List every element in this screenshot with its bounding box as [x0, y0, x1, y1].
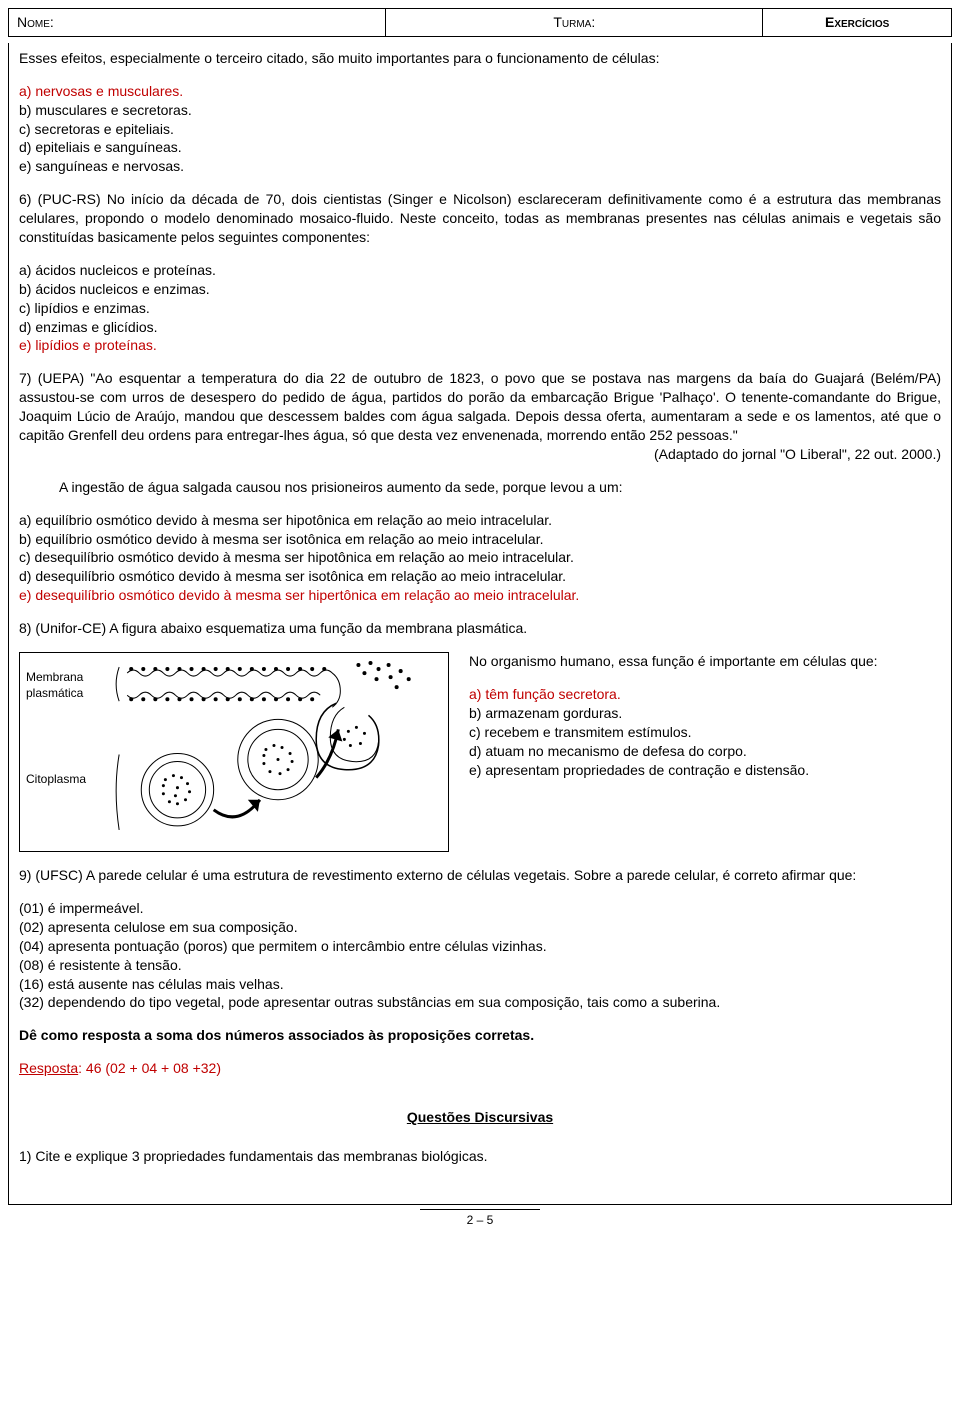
q9-opt-02: (02) apresenta celulose em sua composiçã… [19, 918, 941, 937]
fig-label-membrana: Membrana plasmática [26, 669, 106, 701]
q8-options: No organismo humano, essa função é impor… [469, 652, 941, 852]
q7-opt-e: e) desequilíbrio osmótico devido à mesma… [19, 586, 941, 605]
q9-opt-16: (16) está ausente nas células mais velha… [19, 975, 941, 994]
q5-options: a) nervosas e musculares. b) musculares … [19, 82, 941, 176]
header-table: Nome: Turma: Exercícios [8, 8, 952, 37]
q9-opt-04: (04) apresenta pontuação (poros) que per… [19, 937, 941, 956]
q8-opt-c: c) recebem e transmitem estímulos. [469, 723, 941, 742]
fig-label-citoplasma: Citoplasma [26, 771, 106, 787]
exercicios-label: Exercícios [825, 14, 889, 30]
q7-opt-b: b) equilíbrio osmótico devido à mesma se… [19, 530, 941, 549]
q9-opt-08: (08) é resistente à tensão. [19, 956, 941, 975]
q5-opt-b: b) musculares e secretoras. [19, 101, 941, 120]
q9-response: Resposta: 46 (02 + 04 + 08 +32) [19, 1059, 941, 1078]
section-discursivas: Questões Discursivas [19, 1108, 941, 1127]
q9-options: (01) é impermeável. (02) apresenta celul… [19, 899, 941, 1012]
turma-label: Turma: [553, 14, 595, 30]
q9-opt-32: (32) dependendo do tipo vegetal, pode ap… [19, 993, 941, 1012]
content-frame: Esses efeitos, especialmente o terceiro … [8, 43, 952, 1205]
q6-opt-d: d) enzimas e glicídios. [19, 318, 941, 337]
q6-options: a) ácidos nucleicos e proteínas. b) ácid… [19, 261, 941, 355]
q5-opt-a: a) nervosas e musculares. [19, 82, 941, 101]
q7-options: a) equilíbrio osmótico devido à mesma se… [19, 511, 941, 605]
q8-opt-a: a) têm função secretora. [469, 685, 941, 704]
q5-opt-e: e) sanguíneas e nervosas. [19, 157, 941, 176]
q9-resp-label: Resposta [19, 1060, 78, 1076]
figure-drawing [114, 659, 442, 845]
q5-opt-c: c) secretoras e epiteliais. [19, 120, 941, 139]
q8-figure-row: Membrana plasmática Citoplasma [19, 652, 941, 852]
q9-opt-01: (01) é impermeável. [19, 899, 941, 918]
q7-source: (Adaptado do jornal "O Liberal", 22 out.… [19, 445, 941, 464]
q6-opt-c: c) lipídios e enzimas. [19, 299, 941, 318]
q8-opt-b: b) armazenam gorduras. [469, 704, 941, 723]
header-turma-cell: Turma: [386, 9, 763, 37]
q7-text: 7) (UEPA) "Ao esquentar a temperatura do… [19, 369, 941, 445]
page-footer: 2 – 5 [420, 1209, 540, 1228]
q8-opt-d: d) atuam no mecanismo de defesa do corpo… [469, 742, 941, 761]
header-ex-cell: Exercícios [763, 9, 952, 37]
figure-labels: Membrana plasmática Citoplasma [26, 659, 106, 845]
q1-discursiva: 1) Cite e explique 3 propriedades fundam… [19, 1147, 941, 1166]
q8-subtext: No organismo humano, essa função é impor… [469, 652, 941, 671]
q5-opt-d: d) epiteliais e sanguíneas. [19, 138, 941, 157]
q7-opt-c: c) desequilíbrio osmótico devido à mesma… [19, 548, 941, 567]
q7-opt-a: a) equilíbrio osmótico devido à mesma se… [19, 511, 941, 530]
q5-intro: Esses efeitos, especialmente o terceiro … [19, 49, 941, 68]
q6-opt-a: a) ácidos nucleicos e proteínas. [19, 261, 941, 280]
q7-opt-d: d) desequilíbrio osmótico devido à mesma… [19, 567, 941, 586]
q6-opt-e: e) lipídios e proteínas. [19, 336, 941, 355]
q8-figure: Membrana plasmática Citoplasma [19, 652, 449, 852]
membrane-svg [114, 659, 442, 845]
q9-text: 9) (UFSC) A parede celular é uma estrutu… [19, 866, 941, 885]
q8-opt-e: e) apresentam propriedades de contração … [469, 761, 941, 780]
q6-text: 6) (PUC-RS) No início da década de 70, d… [19, 190, 941, 247]
q6-opt-b: b) ácidos nucleicos e enzimas. [19, 280, 941, 299]
q9-resp-val: : 46 (02 + 04 + 08 +32) [78, 1060, 221, 1076]
q7-subtext: A ingestão de água salgada causou nos pr… [19, 478, 941, 497]
header-nome-cell: Nome: [9, 9, 386, 37]
q8-text: 8) (Unifor-CE) A figura abaixo esquemati… [19, 619, 941, 638]
nome-label: Nome: [17, 14, 54, 30]
q9-instr: Dê como resposta a soma dos números asso… [19, 1026, 941, 1045]
